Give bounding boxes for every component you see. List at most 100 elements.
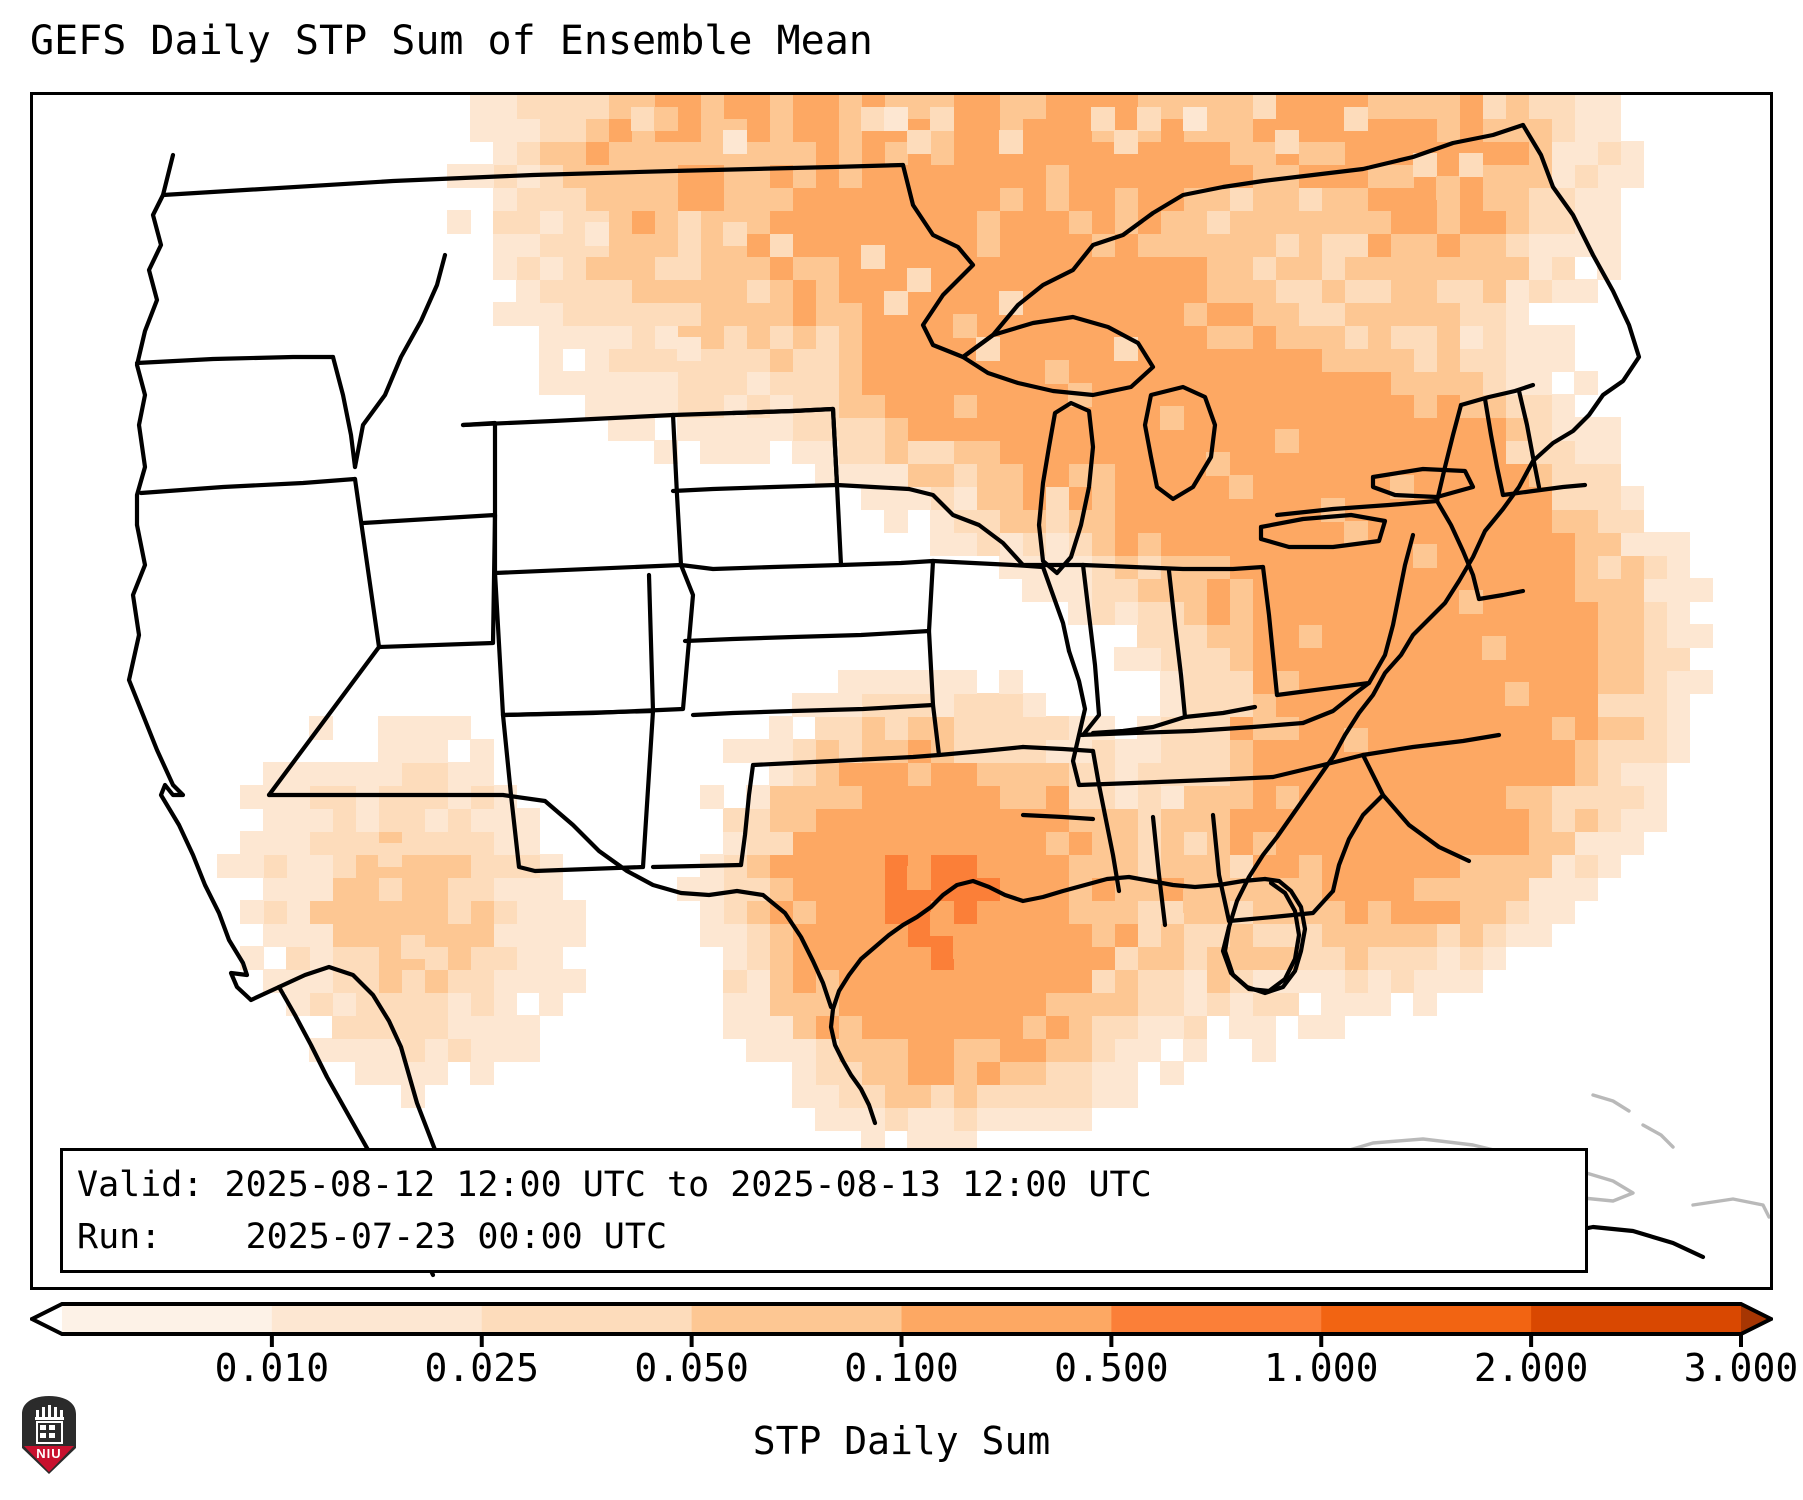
heatmap-cell <box>1206 992 1230 1016</box>
heatmap-cell <box>1551 693 1575 717</box>
heatmap-cell <box>907 233 931 257</box>
heatmap-cell <box>815 325 839 349</box>
heatmap-cell <box>1505 187 1529 211</box>
heatmap-cell <box>1620 785 1644 809</box>
heatmap-cell <box>1137 946 1161 970</box>
heatmap-cell <box>1321 279 1345 303</box>
heatmap-cell <box>1344 762 1368 786</box>
heatmap-cell <box>1459 808 1483 832</box>
heatmap-cell <box>585 141 609 165</box>
heatmap-cell <box>1045 325 1069 349</box>
heatmap-cell <box>1114 509 1138 533</box>
heatmap-cell <box>1620 532 1644 556</box>
heatmap-cell <box>838 256 862 280</box>
heatmap-cell <box>884 946 908 970</box>
heatmap-cell <box>1183 854 1207 878</box>
heatmap-cell <box>1229 578 1253 602</box>
heatmap-cell <box>1206 578 1230 602</box>
heatmap-cell <box>1344 601 1368 625</box>
heatmap-cell <box>1321 371 1345 395</box>
heatmap-cell <box>1275 279 1299 303</box>
heatmap-cell <box>999 394 1023 418</box>
heatmap-cell <box>631 164 655 188</box>
heatmap-cell <box>1183 141 1207 165</box>
heatmap-cell <box>1459 762 1483 786</box>
heatmap-cell <box>907 969 931 993</box>
heatmap-cell <box>1436 647 1460 671</box>
heatmap-cell <box>1137 647 1161 671</box>
heatmap-cell <box>838 187 862 211</box>
heatmap-cell <box>1091 107 1115 131</box>
border-mo-ar <box>1020 744 1096 754</box>
heatmap-cell <box>1367 555 1391 579</box>
heatmap-cell <box>1344 946 1368 970</box>
heatmap-cell <box>1643 578 1667 602</box>
heatmap-cell <box>585 164 609 188</box>
border-nc-sc <box>1360 752 1472 864</box>
heatmap-cell <box>838 1015 862 1039</box>
heatmap-cell <box>1321 302 1345 326</box>
heatmap-cell <box>1298 417 1322 441</box>
heatmap-cell <box>1160 624 1184 648</box>
heatmap-cell <box>907 268 931 292</box>
heatmap-cell <box>1137 1015 1161 1039</box>
heatmap-cell <box>263 923 287 947</box>
border-nv-ut <box>360 512 498 650</box>
heatmap-cell <box>654 256 678 280</box>
heatmap-cell <box>1114 808 1138 832</box>
heatmap-cell <box>1275 371 1299 395</box>
heatmap-cell <box>1574 440 1598 464</box>
heatmap-cell <box>654 325 678 349</box>
heatmap-cell <box>608 371 632 395</box>
heatmap-cell <box>838 877 862 901</box>
heatmap-cell <box>562 210 586 234</box>
heatmap-cell <box>1321 808 1345 832</box>
heatmap-cell <box>1367 877 1391 901</box>
heatmap-cell <box>1229 739 1253 763</box>
geography-layer <box>126 122 1770 1278</box>
heatmap-cell <box>1574 486 1598 510</box>
heatmap-cell <box>746 1015 770 1039</box>
heatmap-cell <box>884 210 908 234</box>
heatmap-cell <box>953 532 977 556</box>
heatmap-cell <box>861 877 885 901</box>
heatmap-cell <box>1666 578 1690 602</box>
heatmap-cell <box>1390 946 1414 970</box>
heatmap-cell <box>1321 417 1345 441</box>
heatmap-cell <box>1413 670 1437 694</box>
heatmap-cell <box>723 1015 747 1039</box>
heatmap-cell <box>976 1107 1000 1131</box>
heatmap-cell <box>1321 187 1345 211</box>
heatmap-cell <box>1022 1084 1046 1108</box>
heatmap-cell <box>861 969 885 993</box>
heatmap-cell <box>792 1084 816 1108</box>
heatmap-cell <box>1390 118 1414 142</box>
heatmap-cell <box>1275 233 1299 257</box>
heatmap-cell <box>1022 1107 1046 1131</box>
heatmap-cell <box>1459 95 1483 119</box>
heatmap-cell <box>677 187 701 211</box>
heatmap-cell <box>1505 682 1529 706</box>
heatmap-cell <box>1528 693 1552 717</box>
heatmap-cell <box>1620 670 1644 694</box>
heatmap-cell <box>1275 130 1299 154</box>
heatmap-cell <box>1390 325 1414 349</box>
heatmap-cell <box>769 785 793 809</box>
heatmap-cell <box>1068 95 1092 119</box>
heatmap-cell <box>539 279 563 303</box>
heatmap-cell <box>930 532 954 556</box>
heatmap-cell <box>1275 854 1299 878</box>
heatmap-cell <box>953 314 977 338</box>
border-nh-me <box>1516 388 1542 490</box>
heatmap-cell <box>1367 302 1391 326</box>
heatmap-cell <box>677 279 701 303</box>
heatmap-cell <box>976 233 1000 257</box>
heatmap-cell <box>1620 555 1644 579</box>
heatmap-cell <box>585 95 609 119</box>
heatmap-cell <box>861 279 885 303</box>
heatmap-cell <box>1252 1038 1276 1062</box>
heatmap-cell <box>1183 440 1207 464</box>
heatmap-cell <box>1183 831 1207 855</box>
heatmap-cell <box>953 785 977 809</box>
heatmap-cell <box>355 854 379 878</box>
